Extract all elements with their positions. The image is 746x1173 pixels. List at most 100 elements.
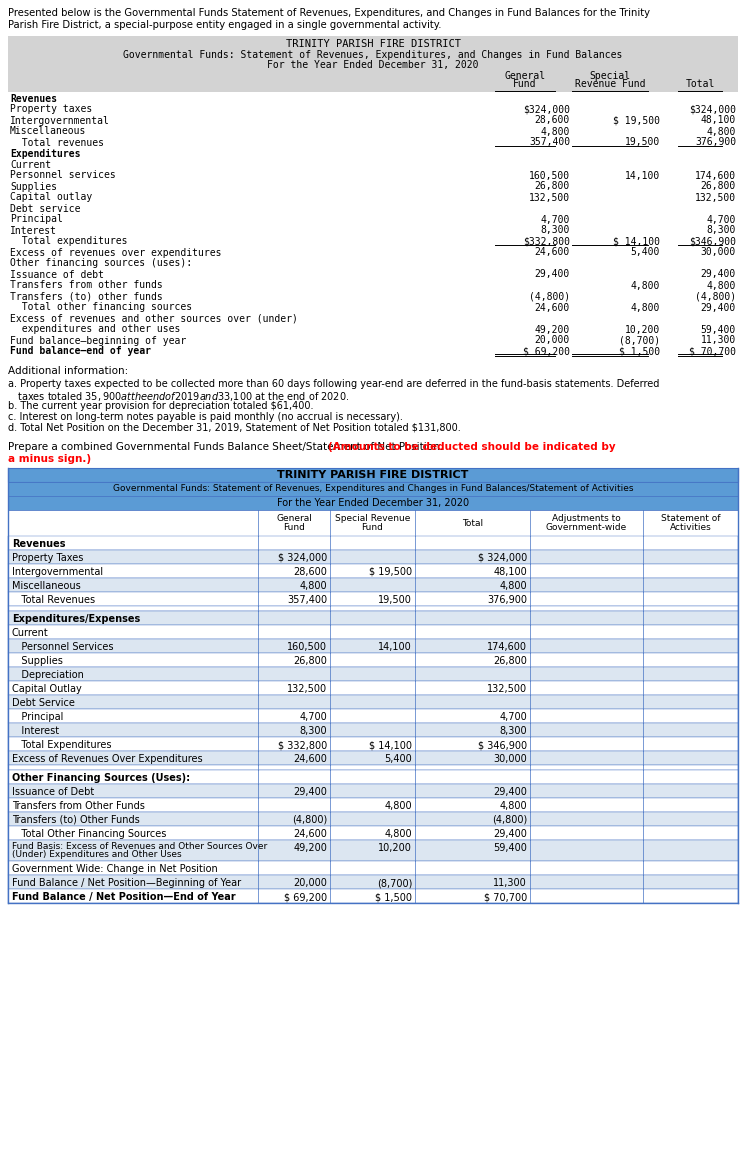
Text: Intergovernmental: Intergovernmental (12, 567, 103, 577)
Text: Parish Fire District, a special-purpose entity engaged in a single governmental : Parish Fire District, a special-purpose … (8, 20, 442, 30)
Text: 4,800: 4,800 (706, 127, 736, 136)
Text: $324,000: $324,000 (523, 104, 570, 115)
Text: 30,000: 30,000 (493, 754, 527, 764)
Text: 4,800: 4,800 (630, 280, 660, 291)
Text: Expenditures/Expenses: Expenditures/Expenses (12, 613, 140, 624)
Bar (8, 708, 738, 723)
Text: 5,400: 5,400 (630, 248, 660, 258)
Text: Personnel Services: Personnel Services (12, 642, 113, 652)
Text: 29,400: 29,400 (493, 787, 527, 796)
Text: 174,600: 174,600 (487, 642, 527, 652)
Text: (4,800): (4,800) (292, 815, 327, 825)
Text: 24,600: 24,600 (293, 754, 327, 764)
Text: a minus sign.): a minus sign.) (8, 454, 91, 465)
Text: 174,600: 174,600 (695, 170, 736, 181)
Bar (8, 889, 738, 903)
Text: Revenue Fund: Revenue Fund (574, 79, 645, 89)
Text: 132,500: 132,500 (529, 192, 570, 203)
Text: 8,300: 8,300 (541, 225, 570, 236)
Text: Special: Special (589, 72, 630, 81)
Text: 4,800: 4,800 (299, 581, 327, 591)
Text: Miscellaneous: Miscellaneous (12, 581, 81, 591)
Text: (4,800): (4,800) (695, 292, 736, 301)
Text: Capital outlay: Capital outlay (10, 192, 93, 203)
Text: Government Wide: Change in Net Position: Government Wide: Change in Net Position (12, 865, 218, 874)
Bar (8, 592, 738, 606)
Text: Transfers (to) other funds: Transfers (to) other funds (10, 292, 163, 301)
Text: 59,400: 59,400 (493, 843, 527, 853)
Text: Fund: Fund (513, 79, 537, 89)
Text: $ 69,200: $ 69,200 (284, 891, 327, 902)
Text: Governmental Funds: Statement of Revenues, Expenditures and Changes in Fund Bala: Governmental Funds: Statement of Revenue… (113, 484, 633, 493)
Text: 8,300: 8,300 (499, 726, 527, 735)
Text: $346,900: $346,900 (689, 237, 736, 246)
Text: Excess of Revenues Over Expenditures: Excess of Revenues Over Expenditures (12, 754, 203, 764)
Text: Fund Basis: Excess of Revenues and Other Sources Over: Fund Basis: Excess of Revenues and Other… (12, 842, 267, 850)
Bar (8, 784, 738, 798)
Text: 4,700: 4,700 (299, 712, 327, 723)
Text: 10,200: 10,200 (378, 843, 412, 853)
Bar (8, 564, 738, 578)
Bar (8, 798, 738, 812)
Text: Fund balance–end of year: Fund balance–end of year (10, 346, 151, 357)
Bar (8, 694, 738, 708)
Text: Total other financing sources: Total other financing sources (10, 303, 192, 312)
Text: 29,400: 29,400 (700, 270, 736, 279)
Text: 48,100: 48,100 (700, 115, 736, 126)
Text: Transfers from other funds: Transfers from other funds (10, 280, 163, 291)
Bar (8, 536, 738, 550)
Bar (8, 826, 738, 840)
Text: Governmental Funds: Statement of Revenues, Expenditures, and Changes in Fund Bal: Governmental Funds: Statement of Revenue… (123, 50, 623, 60)
Text: Other financing sources (uses):: Other financing sources (uses): (10, 258, 192, 269)
Text: 49,200: 49,200 (535, 325, 570, 334)
Text: TRINITY PARISH FIRE DISTRICT: TRINITY PARISH FIRE DISTRICT (278, 470, 468, 480)
Text: Total: Total (462, 518, 483, 528)
Text: Interest: Interest (10, 225, 57, 236)
Bar (8, 667, 738, 682)
Text: Total Revenues: Total Revenues (12, 595, 95, 605)
Text: 24,600: 24,600 (293, 829, 327, 839)
Text: Depreciation: Depreciation (12, 670, 84, 680)
Text: $ 19,500: $ 19,500 (613, 115, 660, 126)
Text: Special Revenue: Special Revenue (335, 514, 410, 523)
Text: Issuance of debt: Issuance of debt (10, 270, 104, 279)
Text: 19,500: 19,500 (378, 595, 412, 605)
Text: Capital Outlay: Capital Outlay (12, 684, 82, 694)
Text: d. Total Net Position on the December 31, 2019, Statement of Net Position totale: d. Total Net Position on the December 31… (8, 423, 461, 433)
Bar (8, 496, 738, 510)
Text: taxes totaled $35,900 at the end of 2019 and $33,100 at the end of 2020.: taxes totaled $35,900 at the end of 2019… (8, 389, 349, 404)
Text: c. Interest on long-term notes payable is paid monthly (no accrual is necessary): c. Interest on long-term notes payable i… (8, 412, 403, 422)
Bar (8, 606, 738, 611)
Text: $ 70,700: $ 70,700 (483, 891, 527, 902)
Text: 4,800: 4,800 (630, 303, 660, 312)
Text: $ 346,900: $ 346,900 (478, 740, 527, 750)
Bar (8, 653, 738, 667)
Text: 132,500: 132,500 (695, 192, 736, 203)
Text: 4,800: 4,800 (706, 280, 736, 291)
Text: Adjustments to: Adjustments to (552, 514, 621, 523)
Text: 4,800: 4,800 (499, 581, 527, 591)
Text: expenditures and other uses: expenditures and other uses (10, 325, 181, 334)
Text: 29,400: 29,400 (493, 829, 527, 839)
Bar (8, 482, 738, 496)
Text: 19,500: 19,500 (624, 137, 660, 148)
Text: 29,400: 29,400 (293, 787, 327, 796)
Text: Revenues: Revenues (10, 94, 57, 103)
Text: Principal: Principal (10, 215, 63, 224)
Text: Excess of revenues and other sources over (under): Excess of revenues and other sources ove… (10, 313, 298, 324)
Text: 28,600: 28,600 (293, 567, 327, 577)
Text: $ 19,500: $ 19,500 (369, 567, 412, 577)
Text: General: General (504, 72, 545, 81)
Text: Debt service: Debt service (10, 203, 81, 213)
Text: Revenues: Revenues (12, 540, 66, 549)
Text: Property Taxes: Property Taxes (12, 552, 84, 563)
Text: 14,100: 14,100 (378, 642, 412, 652)
Text: $ 14,100: $ 14,100 (613, 237, 660, 246)
Bar (8, 36, 738, 91)
Text: a. Property taxes expected to be collected more than 60 days following year-end : a. Property taxes expected to be collect… (8, 379, 659, 389)
Text: $ 1,500: $ 1,500 (619, 346, 660, 357)
Text: $ 324,000: $ 324,000 (477, 552, 527, 563)
Text: Current: Current (10, 160, 51, 170)
Bar (8, 510, 738, 536)
Text: Statement of: Statement of (661, 514, 720, 523)
